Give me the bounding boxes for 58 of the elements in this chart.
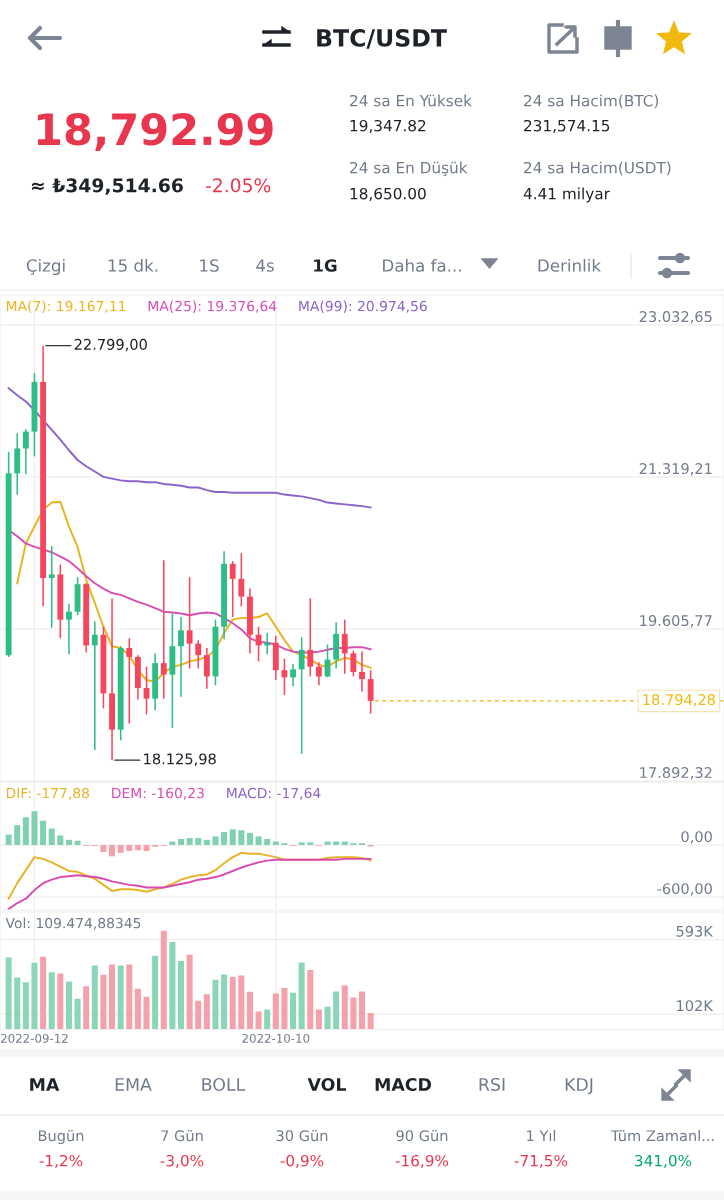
y-tick-label: 0,00 [681, 831, 712, 844]
text: 15 dk. [108, 258, 158, 272]
y-tick-label: 17.892,32 [640, 767, 712, 780]
text: Tüm Zamanl... [610, 1129, 714, 1142]
text: 231,574.15 [524, 119, 610, 133]
x-tick-label: 2022-09-12 [1, 1033, 68, 1043]
ref-line-label: 18.794,28 [643, 694, 715, 707]
annotation: 18.125,98 [144, 753, 216, 766]
text: 4.41 milyar [523, 187, 610, 203]
text: 7 Gün [161, 1129, 203, 1142]
text: RSI [479, 1077, 505, 1092]
text: 1 Yıl [527, 1129, 556, 1142]
y-tick-label: 23.032,65 [639, 311, 712, 324]
text: MA(99): 20.974,56 [299, 300, 427, 313]
text: Çizgi [26, 258, 65, 276]
text: 24 sa En Yüksek [350, 94, 472, 107]
y-tick-label: 19.605,77 [640, 615, 712, 628]
x-tick-label: 2022-10-10 [242, 1033, 310, 1043]
text: 1G [314, 259, 337, 272]
text: Derinlik [538, 258, 601, 272]
text: BTC/USDT [317, 28, 447, 49]
text: -3,0% [160, 1154, 204, 1168]
text: -0,9% [280, 1154, 324, 1168]
text: 341,0% [635, 1154, 692, 1168]
text: 24 sa Hacim(BTC) [524, 94, 659, 109]
text: DEM: -160,23 [112, 787, 204, 800]
annotation: 22.799,00 [74, 338, 147, 352]
text: Bugün [38, 1129, 84, 1145]
text: 4s [256, 259, 274, 272]
y-tick-label: 102K [677, 1000, 714, 1012]
text: 18,792.99 [37, 112, 273, 151]
y-tick-label: 21.319,21 [639, 463, 712, 476]
text: MA [30, 1078, 60, 1091]
text: 1S [200, 259, 219, 272]
y-tick-label: -600,00 [657, 883, 712, 896]
text: 24 sa Hacim(USDT) [524, 161, 671, 176]
text: -2.05% [205, 178, 271, 193]
text: DIF: -177,88 [6, 787, 90, 800]
text: 18,650.00 [350, 187, 426, 201]
text: 19,347.82 [350, 119, 426, 133]
text: ≈ ₺349,514.66 [31, 178, 183, 195]
text: BOLL [202, 1077, 246, 1092]
text: MA(7): 19.167,11 [6, 300, 126, 313]
text: 30 Gün [276, 1129, 328, 1142]
series-label: Vol: 109.474,88345 [5, 917, 141, 930]
text: 24 sa En Düşük [350, 161, 468, 177]
text: Daha fa... [383, 258, 461, 272]
text: MACD: -17,64 [227, 787, 321, 800]
text: -16,9% [395, 1154, 449, 1168]
text: KDJ [565, 1078, 593, 1095]
text: VOL [307, 1077, 346, 1092]
text: -1,2% [39, 1154, 83, 1168]
text: EMA [115, 1078, 152, 1091]
text: 90 Gün [396, 1129, 448, 1142]
y-tick-label: 593K [676, 925, 714, 937]
text: -71,5% [514, 1154, 568, 1168]
text: MACD [375, 1077, 432, 1092]
text: MA(25): 19.376,64 [148, 300, 277, 313]
